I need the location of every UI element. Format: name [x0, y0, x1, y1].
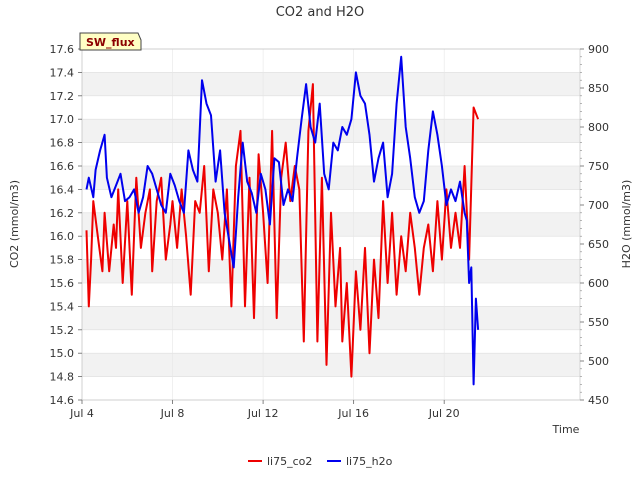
grid-band — [82, 119, 580, 143]
x-axis-title: Time — [552, 423, 580, 436]
x-tick-label: Jul 4 — [69, 407, 94, 420]
left-tick-label: 16.2 — [50, 207, 75, 220]
right-axis-ticks: 450 500 550 600 650 700 750 800 850 900 — [580, 43, 609, 407]
left-tick-label: 16.0 — [50, 230, 75, 243]
right-tick-label: 600 — [588, 277, 609, 290]
legend: li75_co2 li75_h2o — [248, 455, 393, 468]
legend-label-h2o: li75_h2o — [346, 455, 393, 468]
plot-area-frame — [81, 48, 581, 401]
left-tick-label: 15.8 — [50, 254, 75, 267]
right-axis-title: H2O (mmol/m3) — [620, 180, 633, 269]
x-tick-label: Jul 20 — [428, 407, 460, 420]
grid-band — [82, 306, 580, 330]
grid-band — [82, 259, 580, 283]
right-tick-label: 850 — [588, 82, 609, 95]
left-tick-label: 17.4 — [50, 66, 75, 79]
left-tick-label: 15.2 — [50, 324, 75, 337]
right-tick-label: 500 — [588, 355, 609, 368]
series-line-li75_co2 — [85, 83, 480, 378]
left-tick-label: 16.6 — [50, 160, 75, 173]
left-tick-label: 17.2 — [50, 90, 75, 103]
right-tick-label: 700 — [588, 199, 609, 212]
left-tick-label: 15.6 — [50, 277, 75, 290]
legend-label-co2: li75_co2 — [267, 455, 312, 468]
series-line-li75_h2o — [85, 55, 480, 386]
left-tick-label: 16.8 — [50, 137, 75, 150]
left-tick-label: 15.0 — [50, 347, 75, 360]
left-tick-label: 14.8 — [50, 371, 75, 384]
sw-flux-badge: SW_flux — [79, 32, 142, 51]
right-tick-label: 900 — [588, 43, 609, 56]
left-tick-label: 16.4 — [50, 183, 75, 196]
grid-band — [82, 166, 580, 190]
series-layer — [85, 55, 480, 386]
right-tick-label: 550 — [588, 316, 609, 329]
right-tick-label: 450 — [588, 394, 609, 407]
left-tick-label: 17.6 — [50, 43, 75, 56]
badge-label: SW_flux — [86, 36, 135, 49]
left-tick-label: 15.4 — [50, 300, 75, 313]
x-tick-label: Jul 8 — [160, 407, 185, 420]
left-axis-ticks: 14.6 14.8 15.0 15.2 15.4 15.6 15.8 16.0 16.2 16.4… — [50, 43, 82, 407]
x-axis-ticks: Jul 4 Jul 8 Jul 12 Jul 16 Jul 20 — [69, 400, 460, 420]
grid-band — [82, 353, 580, 377]
x-tick-label: Jul 12 — [247, 407, 279, 420]
left-axis-title: CO2 (mmol/m3) — [8, 180, 21, 268]
right-tick-label: 800 — [588, 121, 609, 134]
grid-band — [82, 72, 580, 96]
x-tick-label: Jul 16 — [337, 407, 369, 420]
chart-title: CO2 and H2O — [276, 5, 365, 20]
right-tick-label: 650 — [588, 238, 609, 251]
left-tick-label: 17.0 — [50, 113, 75, 126]
right-tick-label: 750 — [588, 160, 609, 173]
left-tick-label: 14.6 — [50, 394, 75, 407]
